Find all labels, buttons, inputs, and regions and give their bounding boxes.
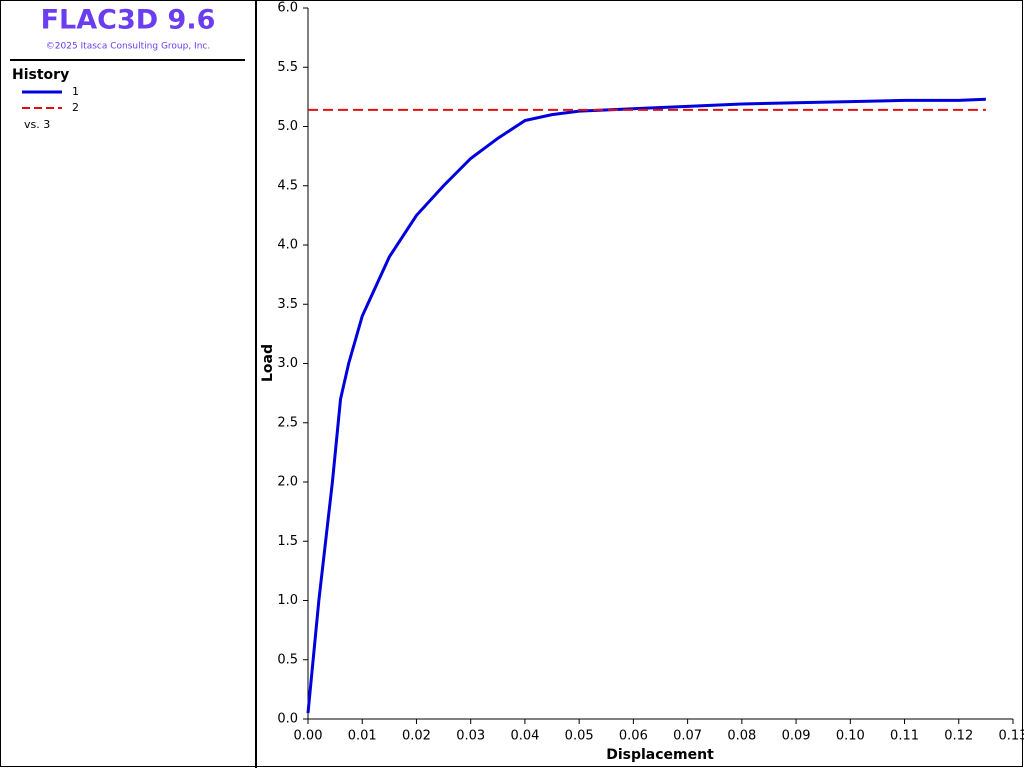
legend-note: vs. 3 [24,118,50,131]
x-tick-label: 0.11 [890,729,919,744]
x-tick-label: 0.05 [565,729,594,744]
app-title: FLAC3D 9.6 [41,5,216,36]
x-tick-label: 0.03 [456,729,485,744]
x-tick-label: 0.06 [619,729,648,744]
y-tick-label: 1.0 [277,593,298,608]
x-tick-label: 0.00 [294,729,323,744]
legend-label: 1 [72,85,79,98]
y-axis-label: Load [260,344,276,382]
x-tick-label: 0.12 [944,729,973,744]
x-tick-label: 0.08 [727,729,756,744]
copyright: ©2025 Itasca Consulting Group, Inc. [46,42,210,52]
y-tick-label: 4.5 [277,178,298,193]
y-tick-label: 6.0 [277,1,298,16]
x-tick-label: 0.04 [510,729,539,744]
y-tick-label: 0.0 [277,712,298,727]
y-tick-label: 5.5 [277,60,298,75]
y-tick-label: 4.0 [277,238,298,253]
legend-title: History [12,67,69,83]
x-tick-label: 0.07 [673,729,702,744]
y-tick-label: 5.0 [277,119,298,134]
x-tick-label: 0.01 [348,729,377,744]
y-tick-label: 2.0 [277,475,298,490]
y-tick-label: 2.5 [277,415,298,430]
y-tick-label: 1.5 [277,534,298,549]
legend-label: 2 [72,101,79,114]
x-tick-label: 0.10 [836,729,865,744]
x-tick-label: 0.13 [999,729,1024,744]
series-line [306,97,986,714]
y-tick-label: 3.5 [277,297,298,312]
y-tick-label: 3.0 [277,356,298,371]
x-tick-label: 0.02 [402,729,431,744]
x-axis-label: Displacement [606,747,714,763]
x-tick-label: 0.09 [782,729,811,744]
y-tick-label: 0.5 [277,652,298,667]
